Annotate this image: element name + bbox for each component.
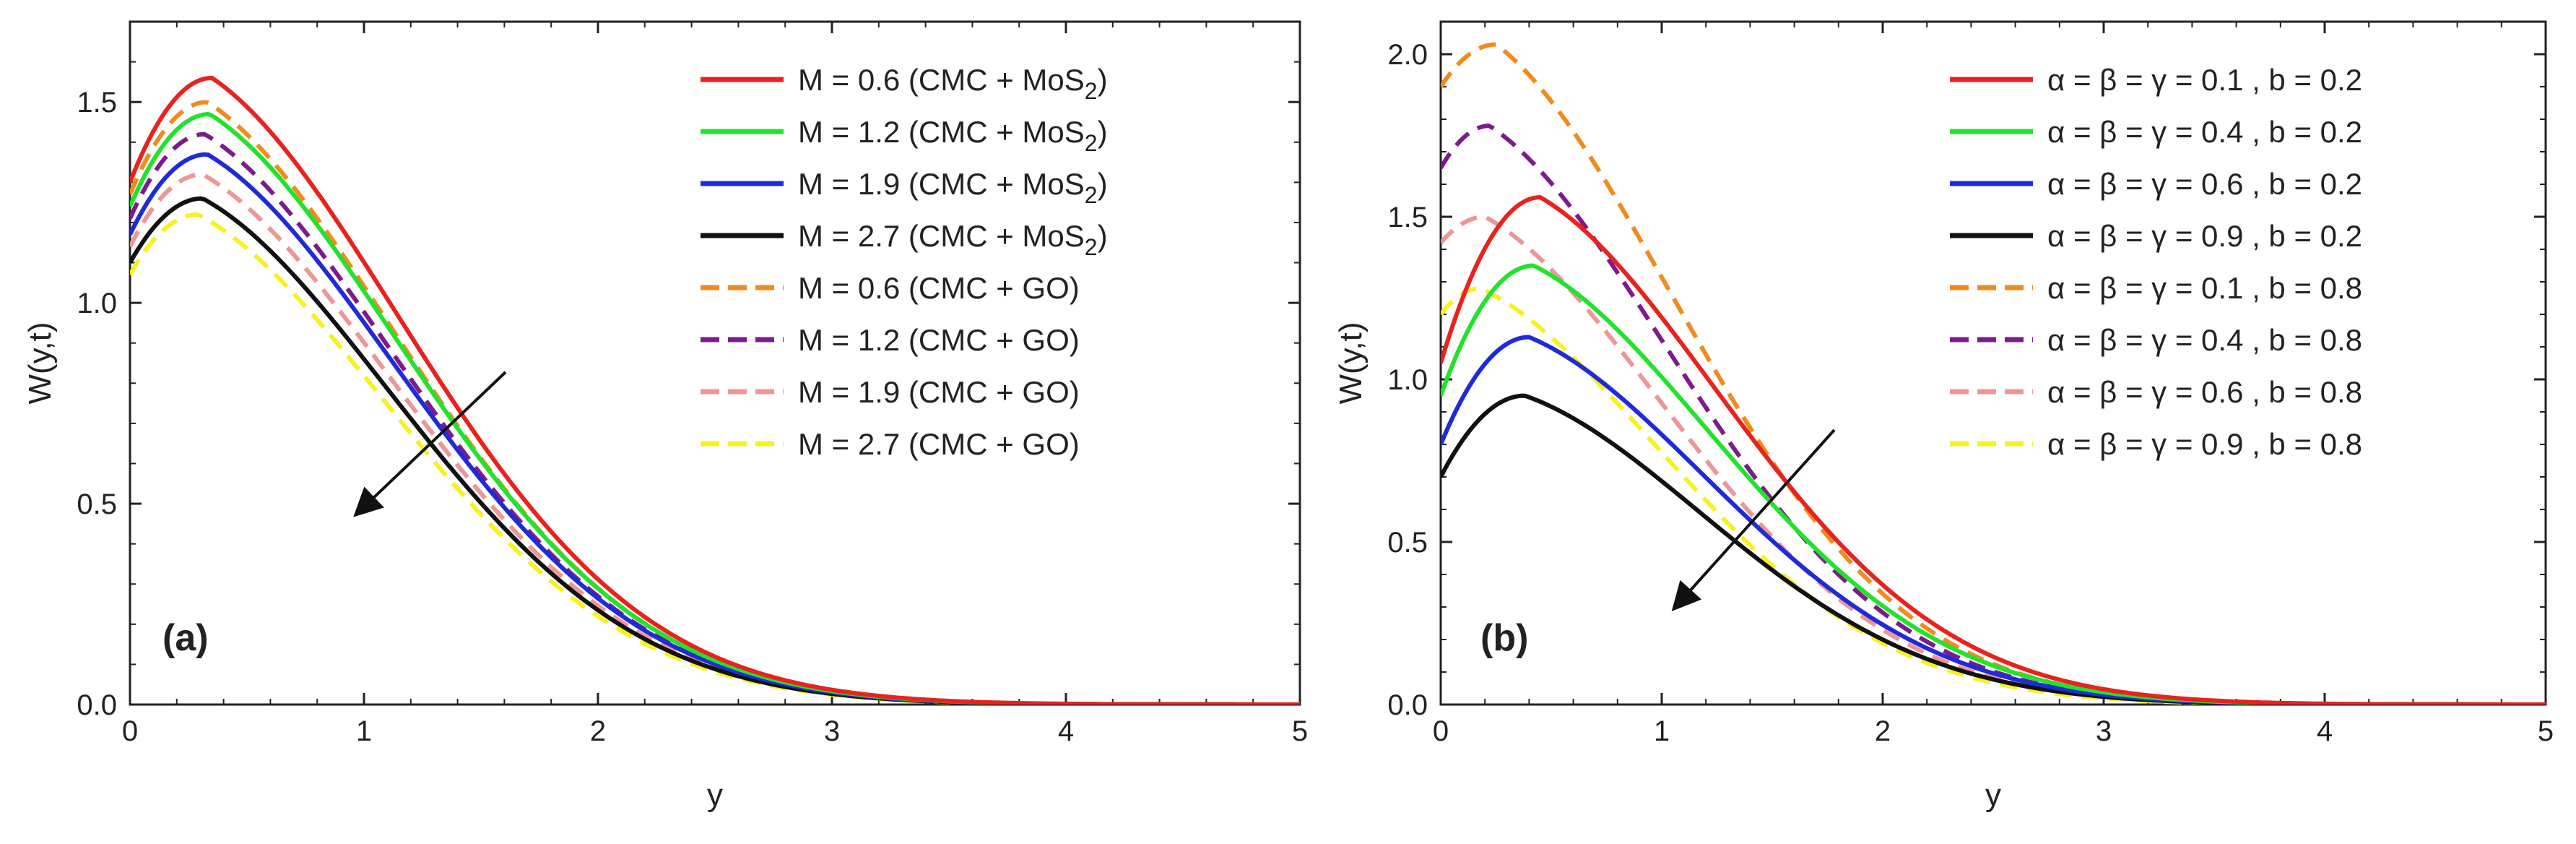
legend-label-text: α = β = γ = 0.6 , b = 0.8	[2047, 375, 2362, 409]
y-tick-label: 2.0	[1387, 39, 1428, 71]
series-group	[130, 75, 1300, 705]
legend-label-text: M = 1.9 (CMC + GO)	[798, 375, 1080, 409]
trend-arrow	[1671, 429, 1836, 611]
legend-label-subscript: 2	[1085, 182, 1098, 208]
legend-label-5: M = 0.6 (CMC + GO)	[798, 271, 1080, 305]
legend-label-end: )	[1098, 219, 1108, 253]
y-axis-title: W(y,t)	[1333, 322, 1369, 404]
x-tick-label: 2	[590, 715, 606, 747]
panel-label: (b)	[1480, 617, 1528, 659]
legend-label-7: M = 1.9 (CMC + GO)	[798, 375, 1080, 409]
legend-label-text: M = 0.6 (CMC + GO)	[798, 271, 1080, 305]
legend-label-text: M = 1.2 (CMC + MoS	[798, 115, 1085, 149]
legend-label-text: α = β = γ = 0.4 , b = 0.2	[2047, 115, 2362, 149]
y-tick-label: 1.5	[77, 87, 117, 119]
legend-label-6: α = β = γ = 0.4 , b = 0.8	[2047, 323, 2362, 357]
legend-label-1: α = β = γ = 0.1 , b = 0.2	[2047, 63, 2362, 97]
legend-label-1: M = 0.6 (CMC + MoS2)	[798, 63, 1108, 104]
legend-label-text: α = β = γ = 0.6 , b = 0.2	[2047, 167, 2362, 201]
y-tick-label: 0.0	[77, 689, 117, 721]
series-line-1	[1441, 194, 2546, 705]
series-line-1	[130, 75, 1300, 705]
y-tick-label: 0.5	[77, 488, 117, 520]
legend-label-subscript: 2	[1085, 130, 1098, 156]
series-group	[1441, 42, 2546, 705]
x-tick-label: 3	[824, 715, 840, 747]
legend-label-subscript: 2	[1085, 234, 1098, 260]
legend-label-end: )	[1098, 167, 1108, 201]
chart-panel-a: 0 1 2 3 4 5 0.0 0.5 1.0 1.5 y W(y,t) M = 0.6 (CMC + …	[22, 20, 1308, 813]
x-tick-label: 4	[1058, 715, 1074, 747]
legend-label-end: )	[1098, 63, 1108, 97]
y-tick-label: 1.0	[77, 288, 117, 319]
legend-label-text: α = β = γ = 0.1 , b = 0.2	[2047, 63, 2362, 97]
legend-label-text: α = β = γ = 0.1 , b = 0.8	[2047, 271, 2362, 305]
series-line-6	[130, 132, 1300, 705]
legend-label-2: M = 1.2 (CMC + MoS2)	[798, 115, 1108, 156]
x-tick-label: 5	[1292, 715, 1308, 747]
chart-panel-b: 0 1 2 3 4 5 0.0 0.5 1.0 1.5 2.0 y W(y,t) α = β = γ = …	[1333, 20, 2554, 813]
x-axis-title: y	[707, 778, 723, 813]
y-tick-label: 0.0	[1387, 689, 1428, 721]
legend-label-3: M = 1.9 (CMC + MoS2)	[798, 167, 1108, 208]
y-tick-label: 0.5	[1387, 527, 1428, 559]
x-tick-label: 0	[1433, 715, 1449, 747]
legend-label-text: M = 2.7 (CMC + GO)	[798, 427, 1080, 461]
legend-label-subscript: 2	[1085, 78, 1098, 104]
legend-label-end: )	[1098, 115, 1108, 149]
legend-label-text: M = 0.6 (CMC + MoS	[798, 63, 1085, 97]
legend-label-text: M = 2.7 (CMC + MoS	[798, 219, 1085, 253]
trend-arrow	[353, 371, 507, 517]
x-tick-label: 5	[2538, 715, 2554, 747]
legend-label-3: α = β = γ = 0.6 , b = 0.2	[2047, 167, 2362, 201]
legend-label-text: M = 1.2 (CMC + GO)	[798, 323, 1080, 357]
x-tick-label: 2	[1875, 715, 1891, 747]
x-tick-label: 0	[122, 715, 138, 747]
legend-label-text: α = β = γ = 0.4 , b = 0.8	[2047, 323, 2362, 357]
legend-label-4: M = 2.7 (CMC + MoS2)	[798, 219, 1108, 260]
series-line-2	[130, 111, 1300, 705]
series-line-5	[1441, 42, 2546, 705]
legend-label-text: M = 1.9 (CMC + MoS	[798, 167, 1085, 201]
plot-frame	[1439, 20, 2547, 706]
legend-label-6: M = 1.2 (CMC + GO)	[798, 323, 1080, 357]
legend-label-text: α = β = γ = 0.9 , b = 0.2	[2047, 219, 2362, 253]
series-line-4	[130, 196, 1300, 705]
legend-label-5: α = β = γ = 0.1 , b = 0.8	[2047, 271, 2362, 305]
series-line-5	[130, 100, 1300, 705]
y-axis-title: W(y,t)	[22, 322, 58, 404]
x-tick-label: 1	[356, 715, 372, 747]
x-tick-label: 1	[1654, 715, 1670, 747]
series-line-7	[130, 172, 1300, 705]
panel-label: (a)	[162, 617, 209, 659]
series-line-6	[1441, 123, 2546, 705]
legend-label-text: α = β = γ = 0.9 , b = 0.8	[2047, 427, 2362, 461]
series-line-8	[1441, 286, 2546, 705]
x-axis-title: y	[1985, 778, 2001, 813]
x-tick-label: 4	[2317, 715, 2333, 747]
legend-label-7: α = β = γ = 0.6 , b = 0.8	[2047, 375, 2362, 409]
y-tick-label: 1.0	[1387, 364, 1428, 396]
legend-label-8: M = 2.7 (CMC + GO)	[798, 427, 1080, 461]
legend-label-8: α = β = γ = 0.9 , b = 0.8	[2047, 427, 2362, 461]
legend-label-2: α = β = γ = 0.4 , b = 0.2	[2047, 115, 2362, 149]
x-tick-label: 3	[2096, 715, 2112, 747]
legend-label-4: α = β = γ = 0.9 , b = 0.2	[2047, 219, 2362, 253]
plot-frame	[129, 20, 1301, 706]
y-tick-label: 1.5	[1387, 202, 1428, 233]
